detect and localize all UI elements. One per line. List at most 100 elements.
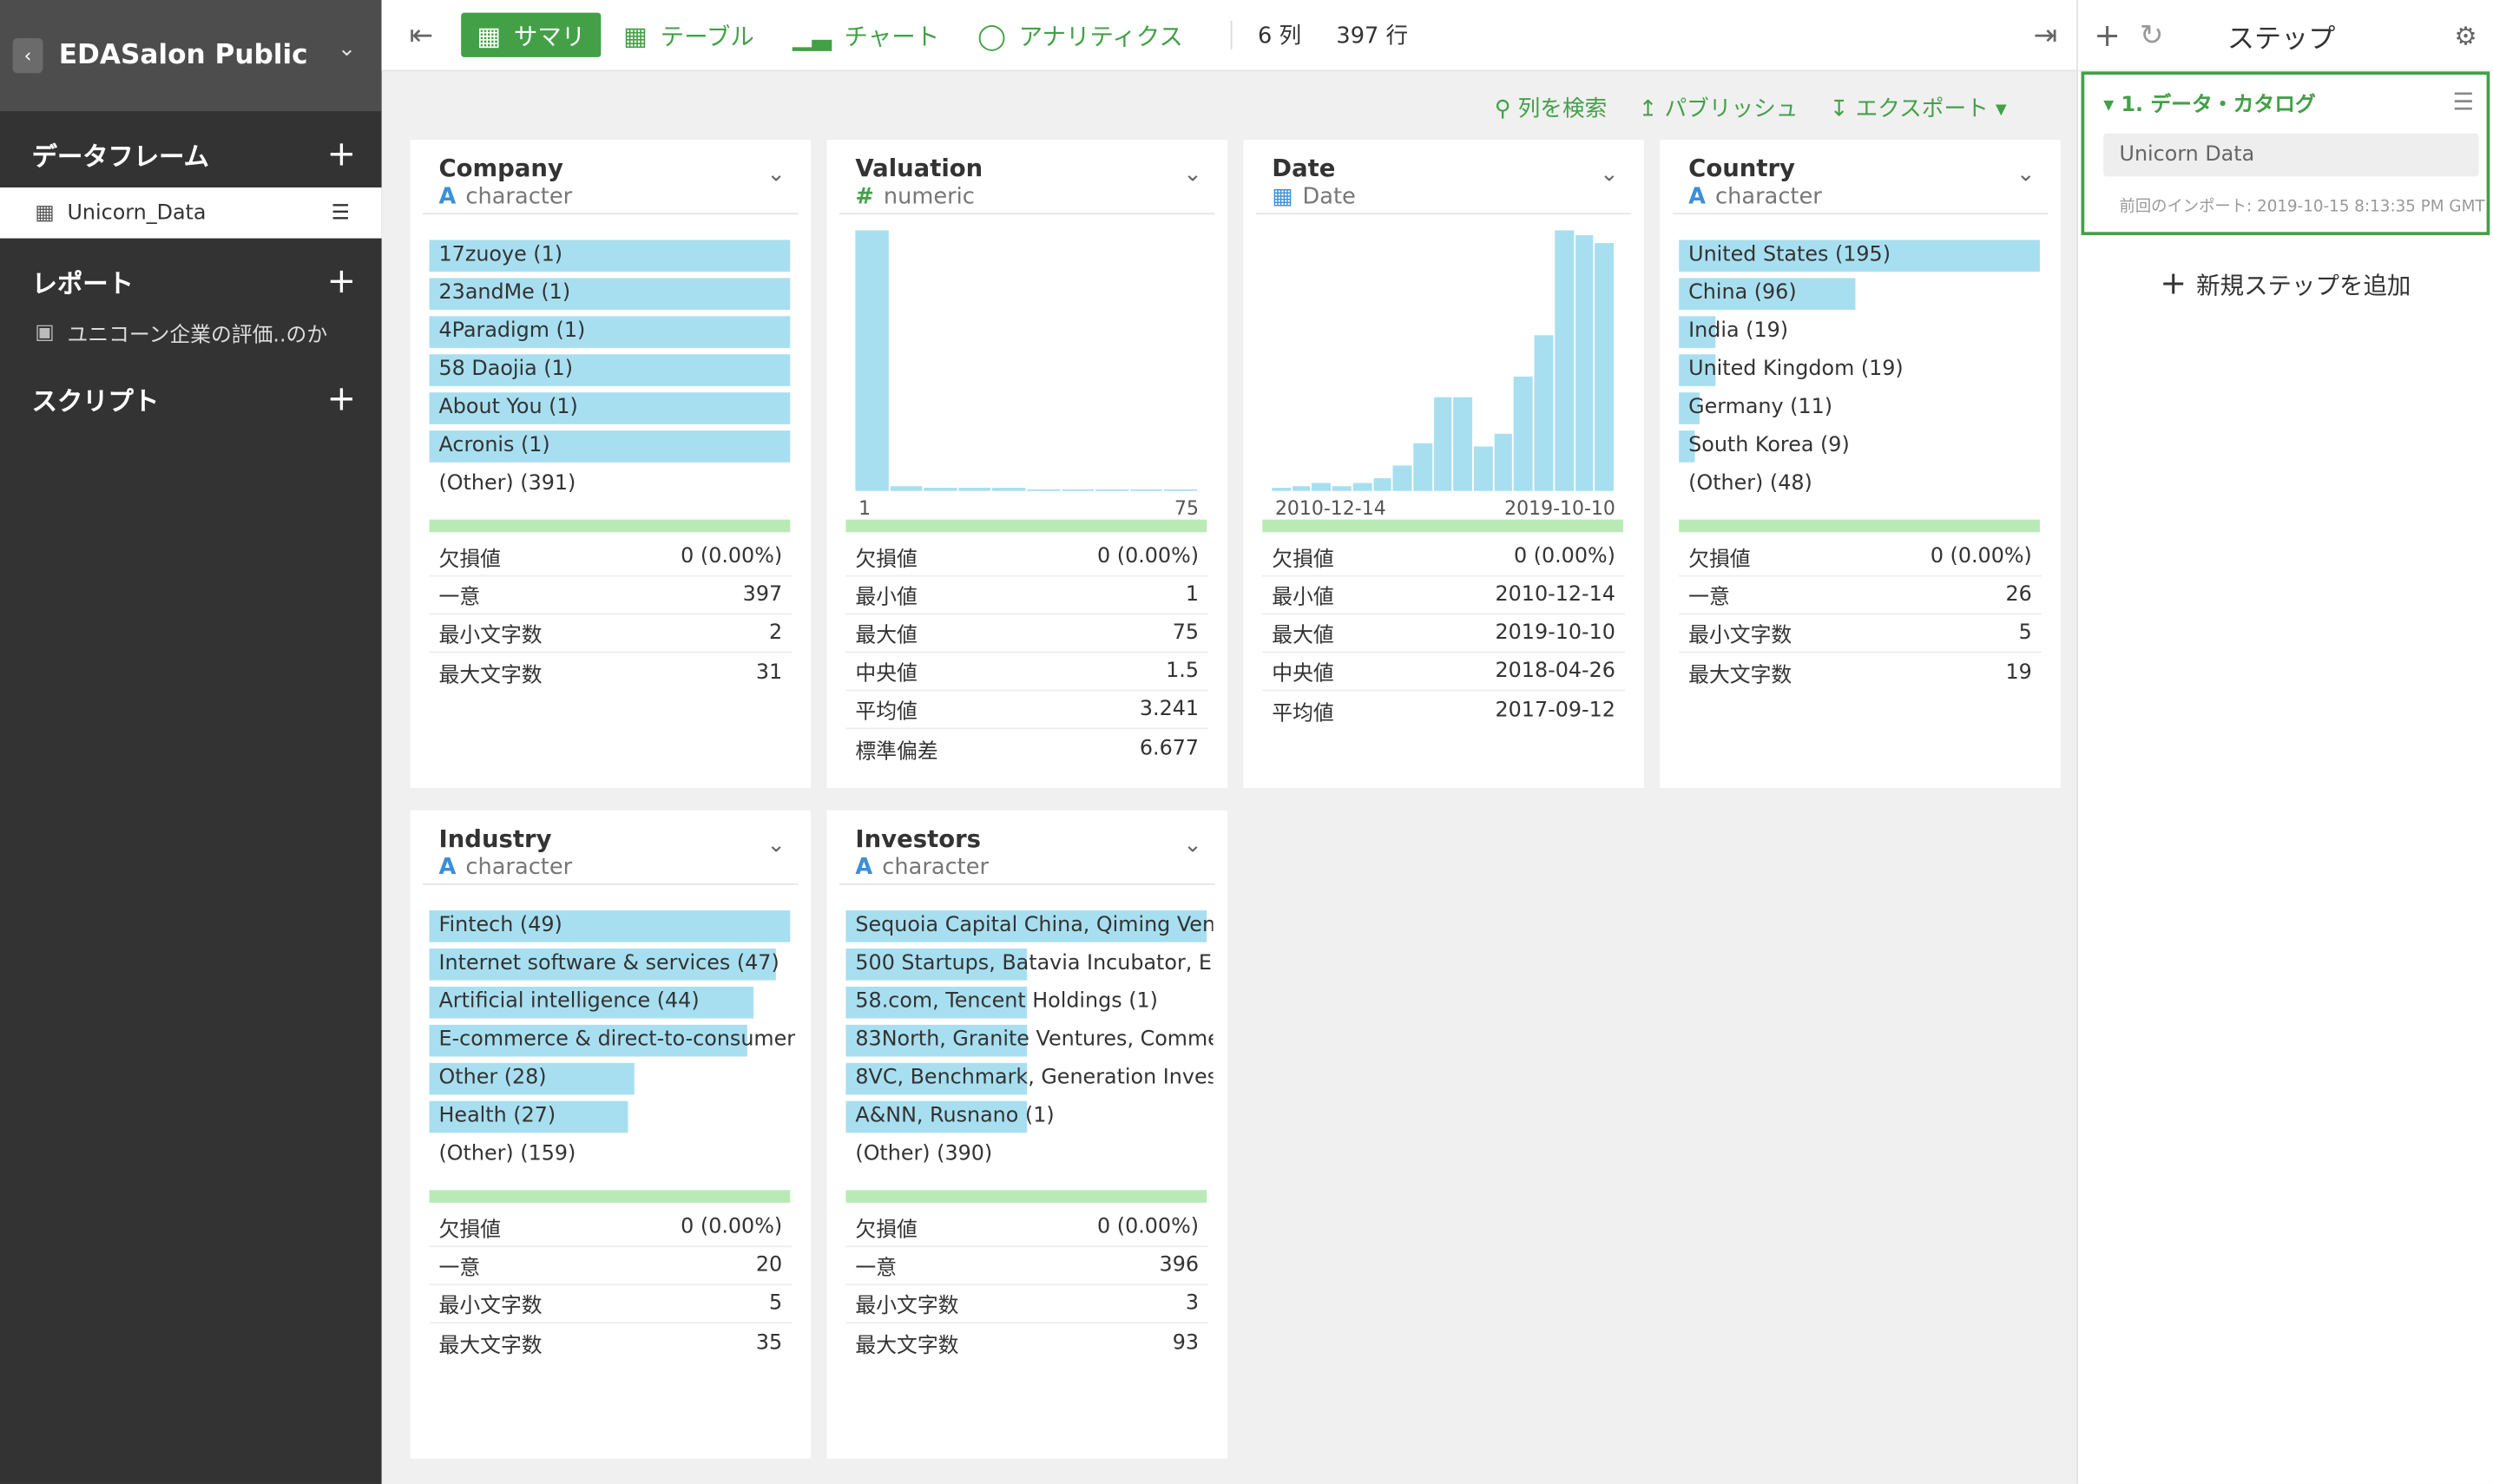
menu-icon[interactable]: ☰ [331,200,350,226]
value-bar[interactable] [1679,354,1715,386]
histogram-bar[interactable] [855,230,889,491]
column-distribution: Sequoia Capital China, Qiming Vent... 500… [826,885,1227,1203]
value-bar-label: 83North, Granite Ventures, Commer... [855,1028,1214,1052]
value-bar[interactable] [1679,392,1700,424]
chevron-down-icon[interactable]: ⌄ [337,36,357,62]
stat-key: 平均値 [1272,701,1334,726]
value-bar[interactable] [429,986,754,1019]
tab-summary[interactable]: ▦ サマリ [461,12,602,57]
histogram-bar[interactable] [1095,489,1129,491]
histogram-bar[interactable] [1453,397,1473,491]
value-bar[interactable] [429,240,791,273]
chevron-down-icon[interactable]: ⌄ [2016,161,2036,188]
stat-key: 最大文字数 [438,1333,543,1358]
add-icon[interactable]: + [2094,16,2121,55]
column-distribution: Fintech (49) Internet software & services… [411,885,812,1203]
settings-icon[interactable]: ⚙ [2454,19,2477,50]
publish-button[interactable]: ↥ パブリッシュ [1639,92,1799,124]
histogram-bar[interactable] [1352,483,1371,491]
histogram-bar[interactable] [958,488,991,491]
histogram-bar[interactable] [1164,489,1198,491]
histogram-bar[interactable] [1392,464,1412,491]
value-bar[interactable] [429,948,776,981]
stat-value: 75 [1172,621,1200,646]
chevron-down-icon[interactable]: ⌄ [1183,161,1202,188]
stat-key: 最大文字数 [1688,663,1792,687]
value-bar[interactable] [845,1024,1027,1057]
chevron-down-icon[interactable]: ⌄ [766,161,786,188]
collapse-right-icon[interactable]: ⇥ [2033,18,2058,52]
value-bar[interactable] [429,354,791,386]
histogram-bar[interactable] [1534,334,1554,491]
histogram-bar[interactable] [1272,488,1291,491]
stat-key: 一意 [438,586,481,611]
report-item[interactable]: ▣ ユニコーン企業の評価..のか [0,308,382,356]
stat-value: 0 (0.00%) [1930,544,2032,569]
value-bar[interactable] [429,1100,628,1133]
value-bar[interactable] [845,948,1027,981]
histogram-bar[interactable] [1312,483,1332,491]
back-icon[interactable]: ‹ [12,37,43,74]
histogram-bar[interactable] [1595,243,1615,491]
value-bar[interactable] [845,1062,1027,1095]
stat-key: 欠損値 [438,1218,501,1243]
step-card[interactable]: ▾ 1. データ・カタログ ☰ Unicorn Data 前回のインポート: 2… [2081,71,2490,235]
value-bar[interactable] [1679,316,1715,348]
search-columns-button[interactable]: ⚲ 列を検索 [1495,92,1608,124]
histogram-bar[interactable] [1372,477,1392,491]
value-bar[interactable] [1679,278,1856,311]
export-button[interactable]: ↧ エクスポート ▾ [1830,92,2007,124]
action-bar: ⚲ 列を検索 ↥ パブリッシュ ↧ エクスポート ▾ [1495,92,2007,124]
value-bar[interactable] [429,1062,635,1095]
histogram-bar[interactable] [889,485,923,491]
histogram-bar[interactable] [1575,235,1594,491]
completeness-bar [845,519,1207,533]
value-bar[interactable] [429,1024,747,1057]
histogram-bar[interactable] [1433,397,1452,491]
histogram-bar[interactable] [924,488,957,491]
chevron-down-icon[interactable]: ⌄ [1600,161,1619,188]
histogram-bar[interactable] [1027,489,1060,491]
value-bar[interactable] [845,986,1027,1019]
histogram-bar[interactable] [1473,446,1493,491]
add-report-icon[interactable]: + [326,261,357,301]
project-header[interactable]: ‹ EDASalon Public ⌄ [0,0,382,112]
step-source: Unicorn Data [2103,133,2479,177]
value-bar[interactable] [429,392,791,424]
value-bar[interactable] [845,1100,1027,1133]
refresh-icon[interactable]: ↻ [2139,18,2164,52]
value-bar[interactable] [429,910,791,942]
axis-max-label: 75 [1174,497,1200,520]
column-name: Valuation [855,154,983,183]
value-bar[interactable] [845,910,1207,942]
collapse-left-icon[interactable]: ⇤ [409,18,434,52]
chevron-down-icon[interactable]: ⌄ [1183,832,1202,858]
dataframe-item[interactable]: ▦ Unicorn_Data ☰ [0,187,382,239]
caret-down-icon[interactable]: ▾ [2103,94,2121,118]
tab-analytics[interactable]: ◯ アナリティクス [962,13,1199,57]
value-bar[interactable] [429,278,791,311]
histogram-bar[interactable] [1413,443,1432,491]
value-bar[interactable] [429,430,791,463]
histogram-bar[interactable] [1061,489,1095,491]
histogram-bar[interactable] [1292,485,1311,491]
add-dataframe-icon[interactable]: + [326,134,357,174]
tab-chart[interactable]: ▁▃ チャート [777,13,956,57]
add-step-button[interactable]: + 新規ステップを追加 [2078,264,2493,302]
histogram-bar[interactable] [1129,489,1163,491]
menu-icon[interactable]: ☰ [2452,87,2474,116]
value-bar[interactable] [1679,430,1696,463]
tab-table[interactable]: ▦ テーブル [608,13,770,57]
histogram-bar[interactable] [992,488,1026,491]
histogram-bar[interactable] [1514,376,1533,491]
add-script-icon[interactable]: + [326,378,357,419]
histogram-bar[interactable] [1555,230,1574,491]
histogram-bar[interactable] [1332,485,1352,491]
value-bar[interactable] [1679,240,2040,273]
other-values-label: (Other) (390) [855,1142,993,1166]
chevron-down-icon[interactable]: ⌄ [766,832,786,858]
histogram-bar[interactable] [1494,433,1513,491]
value-bar[interactable] [429,316,791,348]
